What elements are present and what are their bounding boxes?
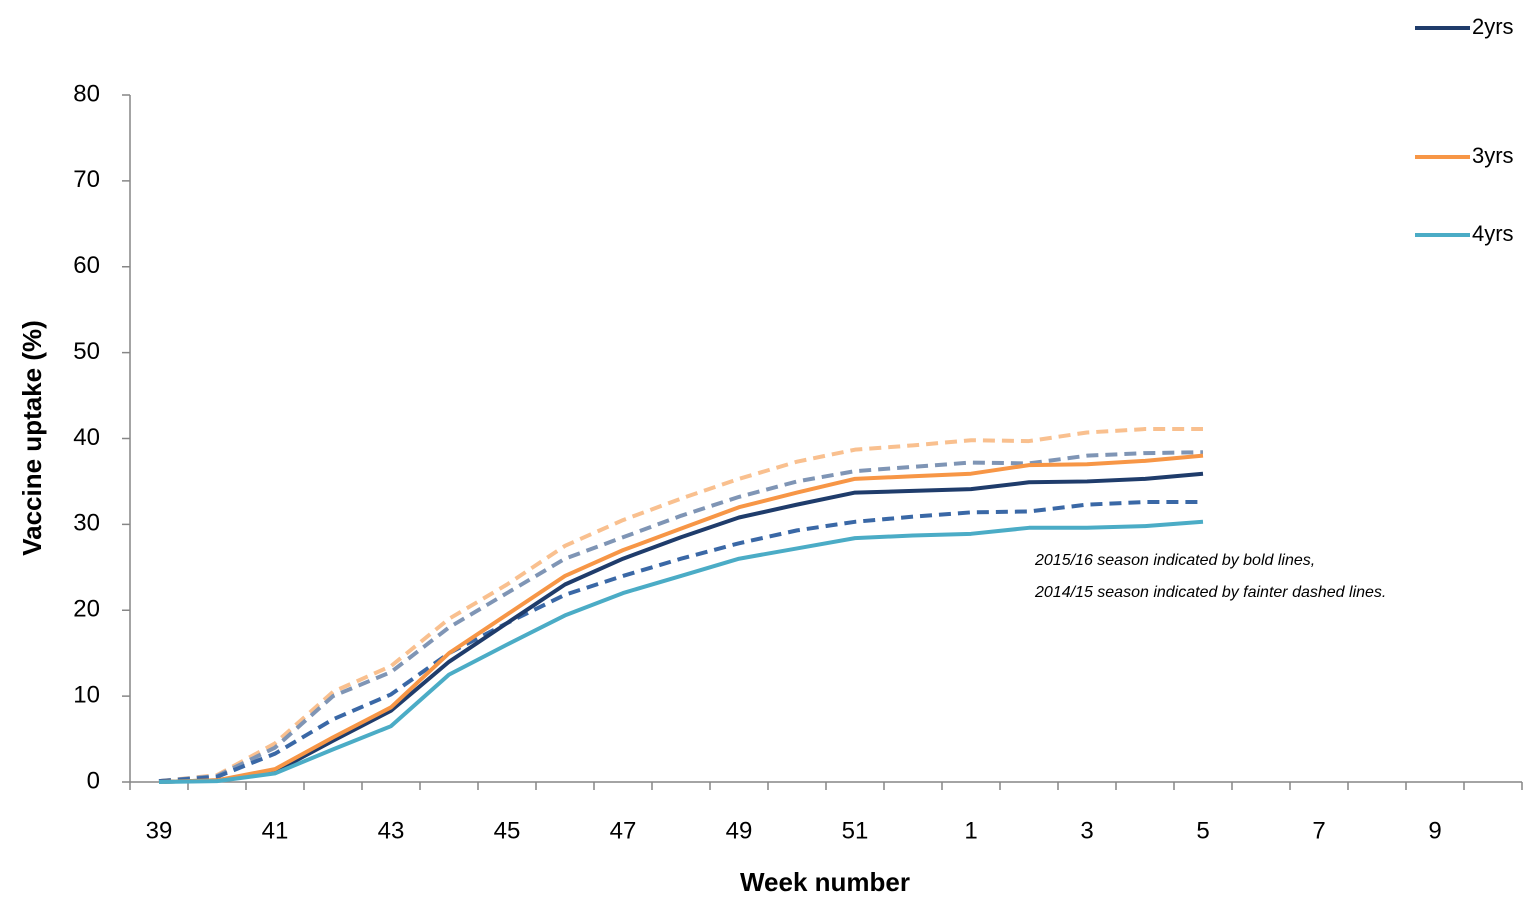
x-tick-label: 9 <box>1428 817 1441 844</box>
y-tick-label: 50 <box>73 338 100 365</box>
x-axis-title: Week number <box>740 867 910 897</box>
y-tick-label: 0 <box>87 767 100 794</box>
legend-label: 4yrs <box>1472 221 1514 246</box>
x-tick-label: 1 <box>964 817 977 844</box>
legend-label: 3yrs <box>1472 143 1514 168</box>
y-tick-label: 30 <box>73 510 100 537</box>
legend-label: 2yrs <box>1472 14 1514 39</box>
x-tick-label: 41 <box>262 817 289 844</box>
y-axis-title: Vaccine uptake (%) <box>17 320 47 556</box>
dashed-line <box>158 450 1204 784</box>
y-tick-label: 10 <box>73 681 100 708</box>
x-tick-label: 49 <box>726 817 753 844</box>
y-tick-label: 40 <box>73 424 100 451</box>
annotation: 2015/16 season indicated by bold lines, <box>1034 552 1315 569</box>
y-tick-label: 20 <box>73 596 100 623</box>
x-tick-label: 5 <box>1196 817 1209 844</box>
line <box>158 471 1204 784</box>
y-tick-label: 70 <box>73 166 100 193</box>
x-tick-label: 39 <box>146 817 173 844</box>
x-tick-label: 47 <box>610 817 637 844</box>
x-tick-label: 3 <box>1080 817 1093 844</box>
y-tick-label: 80 <box>73 80 100 107</box>
dashed-line <box>158 427 1203 784</box>
annotation: 2014/15 season indicated by fainter dash… <box>1034 584 1386 601</box>
x-tick-label: 43 <box>378 817 405 844</box>
x-tick-label: 45 <box>494 817 521 844</box>
y-tick-label: 60 <box>73 252 100 279</box>
dashed-line <box>158 500 1203 784</box>
x-tick-label: 7 <box>1312 817 1325 844</box>
line <box>158 519 1204 784</box>
line <box>158 453 1204 784</box>
x-tick-label: 51 <box>842 817 869 844</box>
